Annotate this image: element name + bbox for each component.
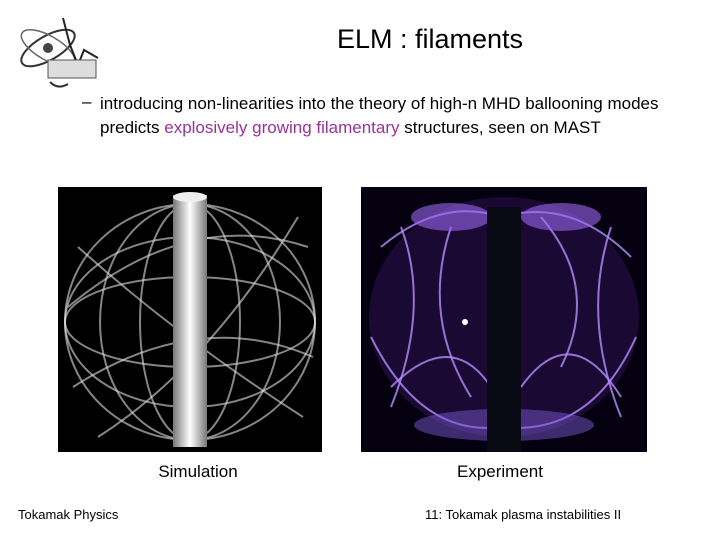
figure-caption: Simulation (158, 462, 238, 481)
slide-title: ELM : filaments (336, 24, 524, 54)
bullet-highlight: explosively growing filamentary (164, 117, 400, 137)
bullet-marker: – (82, 92, 92, 111)
logo (20, 17, 99, 88)
bullet-text: introducing non-linearities into the the… (100, 92, 670, 139)
footer-left: Tokamak Physics (18, 507, 119, 522)
bullet-text-part: introducing non-linearities into the the… (100, 94, 659, 137)
figure-caption: Experiment (457, 462, 543, 481)
simulation-image (58, 187, 322, 452)
experiment-image (361, 187, 647, 452)
bullet-text-part: structures, seen on MAST (399, 117, 601, 137)
footer-right: 11: Tokamak plasma instabilities II (425, 507, 622, 522)
